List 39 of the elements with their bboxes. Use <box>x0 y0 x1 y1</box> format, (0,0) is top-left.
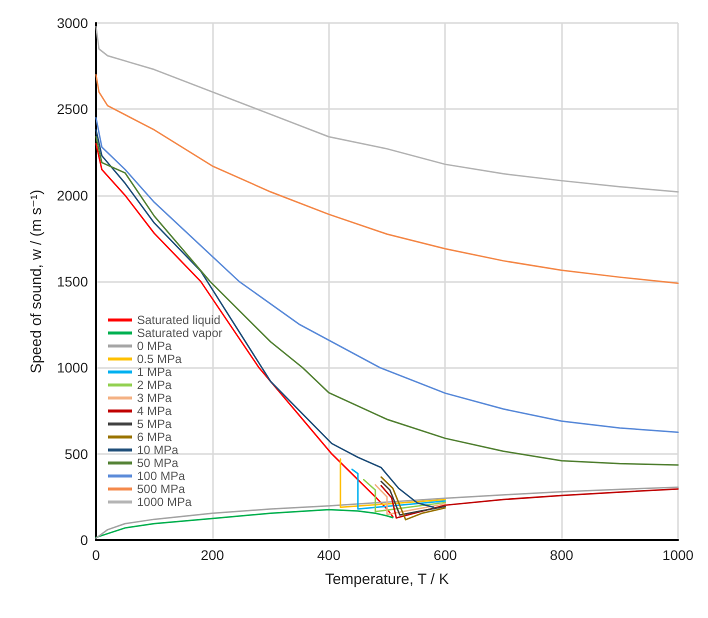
legend-label: Saturated liquid <box>137 313 220 327</box>
legend-label: 4 MPa <box>137 404 172 418</box>
legend-label: Saturated vapor <box>137 326 222 340</box>
y-tick-label: 500 <box>64 446 88 462</box>
line-series <box>95 74 679 284</box>
legend-label: 3 MPa <box>137 391 172 405</box>
legend-label: 6 MPa <box>137 430 172 444</box>
line-series <box>95 26 679 193</box>
line-series <box>374 484 446 516</box>
x-tick-label: 600 <box>434 547 458 563</box>
legend-label: 500 MPa <box>137 482 186 496</box>
y-tick-label: 1500 <box>56 274 88 290</box>
legend-label: 100 MPa <box>137 469 186 483</box>
legend-label: 50 MPa <box>137 456 179 470</box>
x-tick-label: 0 <box>92 547 100 563</box>
x-axis-title: Temperature, T / K <box>325 571 449 588</box>
line-series <box>95 129 434 508</box>
legend-label: 5 MPa <box>137 417 172 431</box>
legend-label: 0 MPa <box>137 339 172 353</box>
y-tick-label: 1000 <box>56 360 88 376</box>
legend-label: 0.5 MPa <box>137 352 182 366</box>
line-series <box>95 508 394 538</box>
y-tick-label: 2000 <box>56 187 88 204</box>
line-series <box>362 478 446 512</box>
x-tick-label: 400 <box>317 547 341 563</box>
y-tick-label: 0 <box>80 532 88 548</box>
legend-label: 1000 MPa <box>137 495 192 509</box>
legend-label: 1 MPa <box>137 365 172 379</box>
legend-label: 10 MPa <box>137 443 179 457</box>
y-axis-title: Speed of sound, w / (m s⁻¹) <box>28 190 45 374</box>
y-tick-label: 3000 <box>56 15 88 31</box>
x-tick-label: 200 <box>200 547 224 563</box>
line-series <box>351 468 446 510</box>
legend-label: 2 MPa <box>137 378 172 392</box>
y-tick-label: 2500 <box>56 101 88 118</box>
x-tick-label: 800 <box>550 547 574 563</box>
line-series <box>95 142 394 518</box>
x-tick-label: 1000 <box>662 547 694 563</box>
line-series <box>380 484 679 519</box>
